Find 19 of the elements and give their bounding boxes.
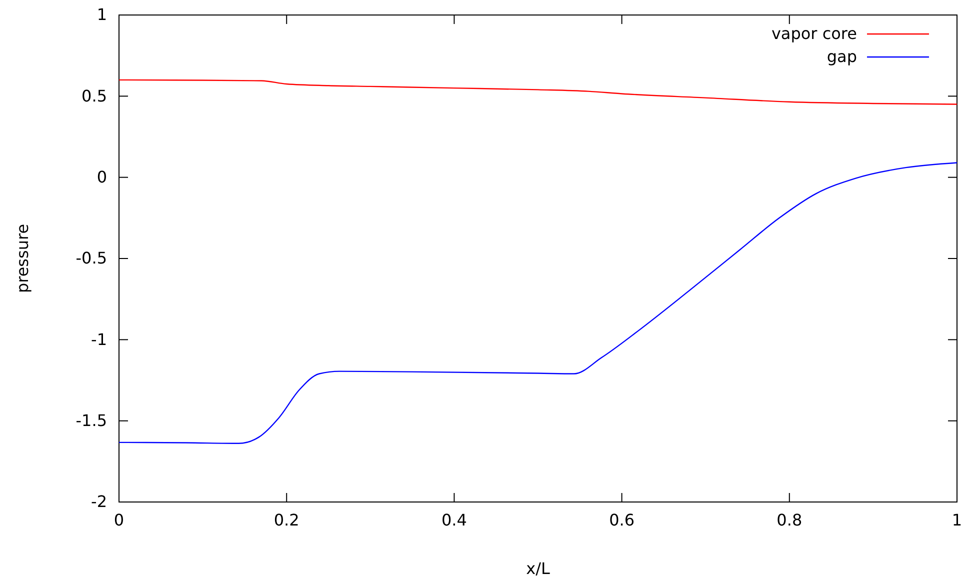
- y-tick-label: 0: [96, 167, 107, 186]
- legend-label: vapor core: [771, 24, 857, 43]
- line-series: [118, 79, 958, 105]
- y-tick-label: 0.5: [82, 86, 107, 106]
- y-tick-label: -2: [91, 492, 107, 512]
- line-series: [118, 162, 958, 444]
- x-tick-label: 0.2: [274, 510, 300, 530]
- x-tick-label: 0.8: [776, 510, 802, 530]
- x-tick-label: 0: [114, 510, 124, 530]
- x-tick-label: 0.6: [609, 510, 635, 530]
- y-axis-title: pressure: [13, 224, 32, 294]
- y-tick-label: -1.5: [76, 410, 107, 430]
- legend-label: gap: [826, 47, 857, 66]
- x-tick-label: 0.4: [441, 510, 467, 530]
- y-tick-label: 1: [96, 5, 107, 24]
- x-axis-title: x/L: [526, 559, 550, 578]
- y-tick-label: -0.5: [76, 248, 107, 268]
- y-tick-label: -1: [91, 330, 107, 349]
- x-tick-label: 1: [952, 510, 962, 530]
